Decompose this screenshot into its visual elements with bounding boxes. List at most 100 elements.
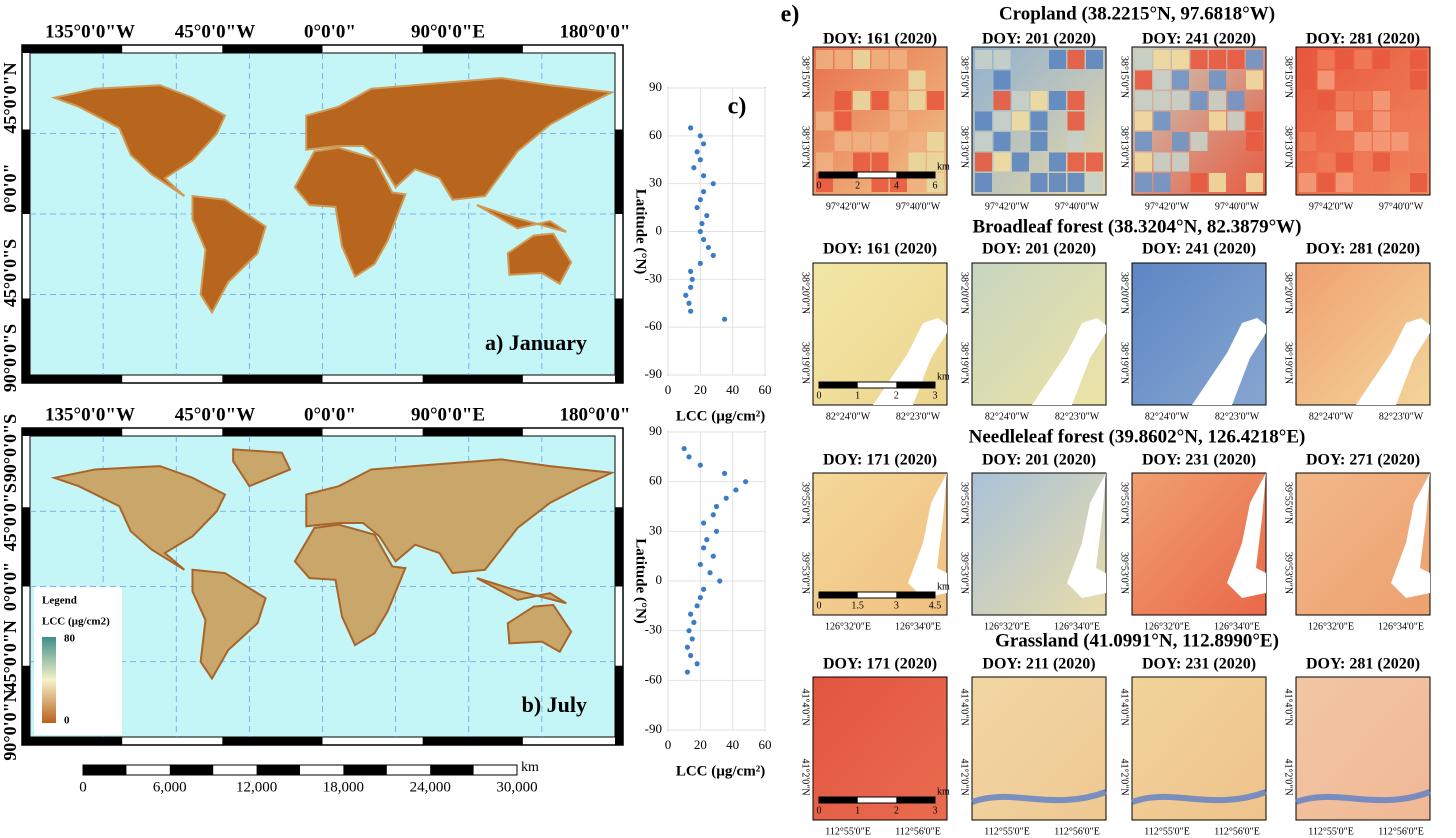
field (1030, 111, 1048, 131)
data-point (697, 594, 703, 601)
field (1086, 173, 1103, 192)
lat-label: 90°0'0"N (0, 689, 20, 760)
land (305, 77, 616, 201)
field (1086, 152, 1103, 172)
field (1190, 173, 1208, 192)
y-coord-label: 38°13'0"N (959, 126, 970, 168)
data-point (700, 236, 707, 243)
doy-label: DOY: 241 (2020) (1142, 31, 1256, 48)
y-coord-label: 38°20'0"N (800, 272, 811, 314)
x-tick-label: 40 (726, 382, 739, 397)
data-point (733, 487, 739, 493)
field (1373, 111, 1390, 131)
lon-label: 0°0'0" (304, 21, 356, 42)
y-coord-label: 41°4'0"N (1119, 688, 1130, 725)
river (1067, 473, 1106, 598)
field (1135, 132, 1152, 151)
field (871, 50, 889, 69)
river (1130, 789, 1268, 805)
field (1190, 91, 1208, 110)
data-point (700, 520, 707, 526)
field (1299, 173, 1316, 192)
field (993, 152, 1011, 172)
x-tick-label: 20 (694, 737, 707, 752)
panel-label: c) (728, 94, 747, 120)
field (1012, 152, 1029, 172)
field (890, 111, 907, 131)
image-tile (1131, 46, 1267, 196)
field (1354, 173, 1372, 192)
y-coord-label: 41°2'0"N (959, 758, 970, 795)
field (1391, 132, 1409, 151)
field (1049, 50, 1066, 69)
y-tick-label: 60 (649, 473, 662, 488)
y-coord-label: 41°2'0"N (800, 758, 811, 795)
land (50, 84, 227, 197)
field (1030, 91, 1048, 110)
data-point (704, 537, 710, 543)
data-point (710, 181, 716, 187)
lat-label: 45°0'0"S (0, 483, 20, 551)
data-point (694, 149, 700, 155)
lon-label: 45°0'0"W (175, 404, 255, 425)
scale-label: 1 (855, 805, 860, 816)
field (834, 91, 852, 110)
frame-segment (222, 375, 323, 383)
field (1172, 50, 1189, 69)
scale-bar-segment (896, 797, 935, 803)
frame-segment (22, 298, 30, 383)
field (1373, 132, 1390, 151)
field (975, 50, 992, 69)
x-coord-label: 112°56'0"E (1214, 826, 1260, 837)
frame-segment (422, 428, 523, 436)
field (1067, 132, 1085, 151)
field (1172, 152, 1189, 172)
field (871, 132, 889, 151)
y-coord-label: 38°13'0"N (800, 126, 811, 168)
data-point (688, 652, 694, 659)
river (908, 473, 947, 598)
field (1410, 70, 1427, 90)
scale-unit: km (937, 371, 950, 382)
frame-segment (615, 298, 623, 383)
field (1299, 70, 1316, 90)
river (1391, 473, 1430, 598)
data-point (707, 570, 713, 576)
field (1354, 152, 1372, 172)
scale-label: 2 (894, 390, 899, 401)
panel-label: e) (781, 2, 800, 28)
field (1373, 50, 1390, 69)
data-point (710, 553, 716, 559)
data-point (689, 276, 695, 282)
scale-bar-segment (430, 765, 474, 775)
data-point (713, 528, 720, 534)
field (1190, 132, 1208, 151)
field (1246, 70, 1263, 90)
scale-label: 4.5 (929, 600, 942, 611)
y-coord-label: 41°2'0"N (1283, 758, 1294, 795)
x-coord-label: 112°55'0"E (984, 826, 1030, 837)
data-point (697, 260, 703, 266)
field (1135, 70, 1152, 90)
field (1209, 50, 1226, 69)
land (476, 577, 567, 605)
x-coord-label: 112°55'0"E (825, 826, 871, 837)
field (1246, 111, 1263, 131)
land (305, 458, 616, 575)
land (50, 465, 227, 571)
data-point (710, 252, 716, 259)
scale-label: 30,000 (496, 779, 537, 795)
data-point (700, 545, 707, 551)
doy-label: DOY: 231 (2020) (1142, 452, 1256, 469)
field (993, 111, 1011, 131)
frame-segment (22, 737, 123, 745)
scale-label: 1.5 (851, 600, 864, 611)
field (1153, 50, 1171, 69)
data-point (686, 628, 692, 634)
x-coord-label: 112°55'0"E (1144, 826, 1190, 837)
scale-label: 4 (894, 180, 899, 191)
field (1410, 111, 1427, 131)
field (1227, 91, 1245, 110)
data-point (691, 165, 697, 171)
